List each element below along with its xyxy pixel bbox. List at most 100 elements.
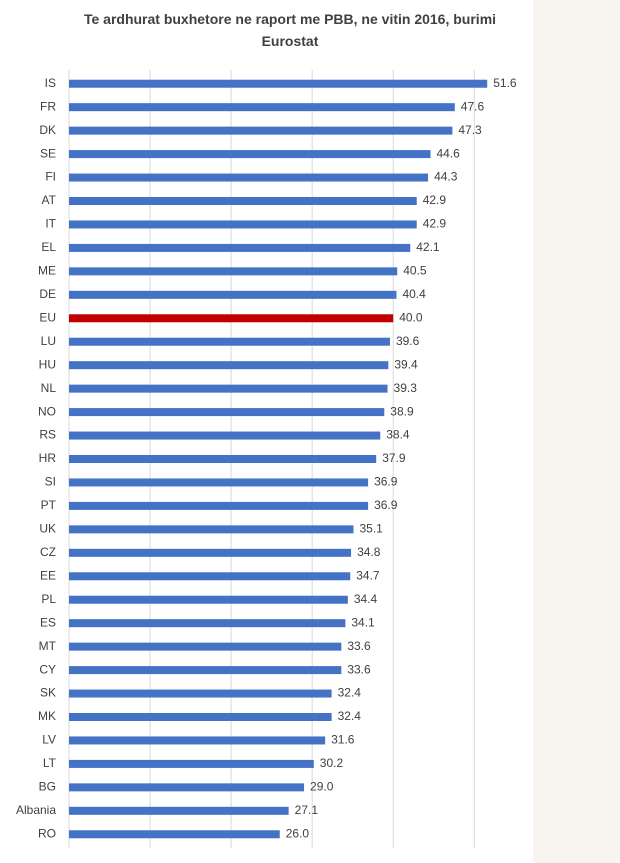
category-label: DE <box>39 287 56 301</box>
category-label: FI <box>45 170 56 184</box>
value-label: 51.6 <box>493 76 517 90</box>
category-label: MK <box>38 709 56 723</box>
value-label: 35.1 <box>359 522 383 536</box>
bar <box>69 408 385 417</box>
category-label: SE <box>40 146 56 160</box>
value-label: 36.9 <box>374 498 398 512</box>
category-label: MT <box>39 639 57 653</box>
value-label: 42.9 <box>423 193 447 207</box>
bar <box>69 431 381 440</box>
bar <box>69 830 280 839</box>
bar <box>69 713 332 721</box>
category-label: ES <box>40 615 56 629</box>
value-label: 40.0 <box>399 310 423 324</box>
category-label: NL <box>41 381 57 395</box>
category-label: SK <box>40 686 56 700</box>
value-label: 34.4 <box>354 592 378 606</box>
category-label: EL <box>41 240 56 254</box>
category-label: IS <box>45 76 56 90</box>
value-label: 40.4 <box>402 287 426 301</box>
category-label: RS <box>39 428 56 442</box>
bar <box>69 478 369 487</box>
value-label: 44.6 <box>436 146 460 160</box>
category-label: EE <box>40 568 56 582</box>
category-label: BG <box>39 780 56 794</box>
bar <box>69 572 351 581</box>
category-label: UK <box>39 522 56 536</box>
value-label: 33.6 <box>347 639 371 653</box>
value-label: 32.4 <box>338 686 362 700</box>
value-label: 27.1 <box>295 803 319 817</box>
category-label: ME <box>38 264 56 278</box>
category-label: LT <box>43 756 57 770</box>
bar <box>69 783 305 792</box>
bar <box>69 501 369 510</box>
bar <box>69 173 429 182</box>
value-label: 47.3 <box>458 123 482 137</box>
category-label: DK <box>39 123 56 137</box>
category-label: IT <box>45 217 56 231</box>
bar <box>69 759 314 768</box>
bar <box>69 595 348 604</box>
category-label: SI <box>45 475 56 489</box>
bar <box>69 314 394 323</box>
value-label: 47.6 <box>461 99 485 113</box>
chart: IS 51.6 FR 47.6 DK 47.3 SE 44.6 FI 44.3 AT 42.9 IT 42… <box>16 70 517 848</box>
bar <box>69 243 411 252</box>
value-label: 44.3 <box>434 170 458 184</box>
value-label: 38.4 <box>386 428 410 442</box>
bar <box>69 736 326 745</box>
category-label: HR <box>39 451 57 465</box>
category-label: CY <box>39 662 56 676</box>
category-label: EU <box>39 310 56 324</box>
category-label: NO <box>38 404 56 418</box>
bar <box>69 220 417 229</box>
bar <box>69 666 342 675</box>
bar <box>69 525 354 534</box>
category-label: AT <box>42 193 57 207</box>
chart-title: Te ardhurat buxhetore ne raport me PBB, … <box>83 11 497 49</box>
category-label: FR <box>40 99 56 113</box>
value-label: 39.4 <box>394 357 418 371</box>
bar <box>69 197 417 205</box>
category-label: LU <box>41 334 56 348</box>
bar <box>69 79 488 88</box>
category-label: HU <box>39 357 56 371</box>
value-label: 34.7 <box>356 568 380 582</box>
category-label: RO <box>38 826 56 840</box>
bar <box>69 267 398 276</box>
value-label: 38.9 <box>390 404 414 418</box>
bar <box>69 150 431 159</box>
value-label: 40.5 <box>403 264 427 278</box>
category-label: Albania <box>16 803 56 817</box>
bar <box>69 103 455 112</box>
value-label: 39.3 <box>394 381 418 395</box>
category-label: PL <box>41 592 56 606</box>
value-label: 26.0 <box>286 826 310 840</box>
value-label: 29.0 <box>310 780 334 794</box>
bar <box>69 455 377 463</box>
value-label: 34.8 <box>357 545 381 559</box>
bar <box>69 548 352 557</box>
bar <box>69 642 342 651</box>
bar <box>69 619 346 628</box>
bar <box>69 806 289 815</box>
bar <box>69 384 388 393</box>
value-label: 37.9 <box>382 451 406 465</box>
value-label: 34.1 <box>351 615 375 629</box>
bar <box>69 290 397 299</box>
value-label: 36.9 <box>374 475 398 489</box>
value-label: 39.6 <box>396 334 420 348</box>
value-label: 33.6 <box>347 662 371 676</box>
bar <box>69 126 453 135</box>
category-label: CZ <box>40 545 56 559</box>
value-label: 31.6 <box>331 733 355 747</box>
value-label: 42.9 <box>423 217 447 231</box>
category-label: PT <box>41 498 57 512</box>
bar <box>69 337 390 346</box>
value-label: 42.1 <box>416 240 440 254</box>
value-label: 30.2 <box>320 756 344 770</box>
bar <box>69 689 332 698</box>
value-label: 32.4 <box>338 709 362 723</box>
